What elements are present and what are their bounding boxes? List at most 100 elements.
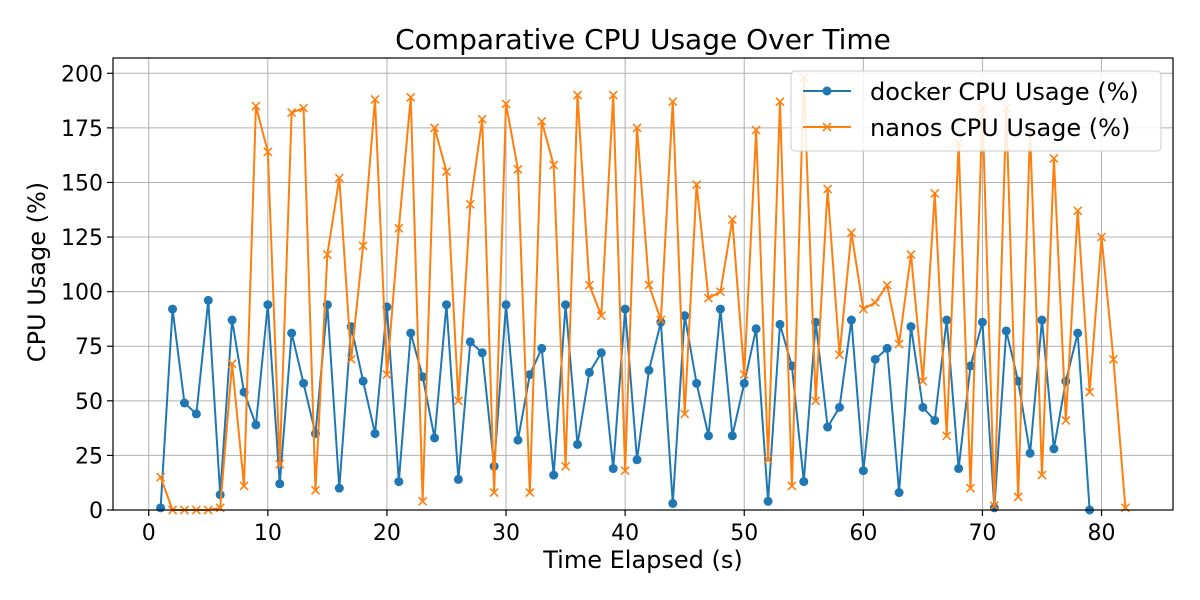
data-point bbox=[1049, 153, 1059, 164]
data-point bbox=[251, 101, 261, 111]
data-point bbox=[942, 431, 952, 441]
data-point bbox=[608, 90, 618, 100]
data-point bbox=[251, 420, 261, 430]
data-point bbox=[310, 485, 321, 495]
data-point bbox=[1037, 315, 1047, 325]
data-point bbox=[203, 295, 213, 305]
data-point bbox=[680, 409, 690, 419]
data-point bbox=[1085, 387, 1095, 397]
data-point bbox=[870, 297, 880, 308]
data-point bbox=[370, 94, 380, 105]
data-point bbox=[620, 466, 630, 476]
data-point bbox=[703, 293, 714, 303]
data-point bbox=[870, 354, 880, 364]
axis-ticks: 0 10 20 30 40 50 60 70 80 0 25 50 75 100 125 150 175 200 bbox=[61, 62, 1116, 546]
data-point bbox=[739, 370, 749, 380]
legend-marker bbox=[822, 86, 832, 96]
data-point bbox=[906, 249, 916, 260]
data-point bbox=[965, 483, 976, 493]
y-tick-label: 200 bbox=[61, 62, 103, 87]
legend-box bbox=[790, 70, 1162, 152]
data-point bbox=[834, 350, 845, 360]
data-point bbox=[465, 199, 475, 209]
data-point bbox=[394, 477, 404, 487]
data-point bbox=[823, 184, 833, 194]
data-point bbox=[346, 354, 356, 364]
plot-area-frame bbox=[112, 57, 1174, 511]
data-point bbox=[918, 376, 928, 386]
data-point bbox=[787, 361, 797, 371]
y-tick-label: 25 bbox=[75, 444, 103, 469]
data-point bbox=[930, 188, 940, 198]
data-point bbox=[1013, 376, 1023, 386]
y-axis-label: CPU Usage (%) bbox=[23, 182, 51, 362]
data-point bbox=[787, 481, 797, 491]
data-point bbox=[477, 348, 487, 358]
data-point bbox=[227, 315, 237, 325]
data-point bbox=[608, 464, 618, 474]
data-point bbox=[299, 378, 309, 388]
data-point bbox=[620, 304, 630, 314]
series-1 bbox=[156, 73, 1130, 515]
data-point bbox=[954, 464, 964, 474]
data-point bbox=[370, 429, 380, 439]
data-point bbox=[656, 315, 666, 325]
y-tick-label: 150 bbox=[61, 171, 103, 196]
data-point bbox=[989, 501, 999, 511]
legend-entry: docker CPU Usage (%) bbox=[803, 78, 1139, 106]
data-point bbox=[632, 455, 642, 465]
data-point bbox=[453, 474, 463, 484]
data-point bbox=[1061, 415, 1071, 426]
data-point bbox=[263, 300, 273, 310]
data-point bbox=[846, 315, 856, 325]
data-point bbox=[751, 125, 761, 135]
legend-label: docker CPU Usage (%) bbox=[870, 78, 1139, 106]
data-point bbox=[418, 496, 428, 506]
data-point bbox=[727, 431, 737, 441]
data-point bbox=[501, 99, 511, 109]
data-point bbox=[537, 343, 547, 353]
data-point bbox=[644, 280, 654, 290]
series-group bbox=[156, 73, 1130, 515]
data-point bbox=[882, 343, 892, 353]
data-point bbox=[775, 97, 785, 107]
data-point bbox=[358, 241, 368, 251]
data-point bbox=[930, 415, 940, 425]
data-point bbox=[858, 466, 868, 476]
grid bbox=[113, 58, 1173, 511]
data-point bbox=[739, 378, 749, 388]
data-point bbox=[179, 398, 189, 408]
data-point bbox=[418, 372, 428, 382]
data-point bbox=[942, 315, 952, 325]
data-point bbox=[715, 304, 725, 314]
x-tick-label: 50 bbox=[730, 521, 758, 546]
x-tick-label: 20 bbox=[373, 521, 401, 546]
data-point bbox=[191, 409, 201, 419]
data-point bbox=[894, 488, 904, 498]
data-point bbox=[513, 435, 523, 445]
data-point bbox=[644, 365, 654, 375]
data-point bbox=[894, 339, 904, 349]
data-point bbox=[835, 402, 845, 412]
data-point bbox=[287, 328, 297, 338]
data-point bbox=[156, 472, 166, 482]
x-tick-label: 70 bbox=[968, 521, 996, 546]
data-point bbox=[704, 431, 714, 441]
data-point bbox=[572, 439, 582, 449]
data-point bbox=[668, 498, 678, 508]
data-point bbox=[596, 311, 606, 321]
data-point bbox=[156, 503, 166, 513]
series-0 bbox=[156, 295, 1095, 515]
x-tick-label: 0 bbox=[142, 521, 156, 546]
data-point bbox=[441, 166, 452, 177]
data-point bbox=[549, 470, 559, 480]
data-point bbox=[525, 370, 535, 380]
data-point bbox=[1037, 470, 1047, 480]
data-point bbox=[632, 123, 642, 133]
data-point bbox=[692, 180, 702, 190]
data-point bbox=[596, 348, 606, 358]
chart-title: Comparative CPU Usage Over Time bbox=[395, 23, 891, 56]
data-point bbox=[906, 322, 916, 332]
data-point bbox=[334, 483, 344, 493]
